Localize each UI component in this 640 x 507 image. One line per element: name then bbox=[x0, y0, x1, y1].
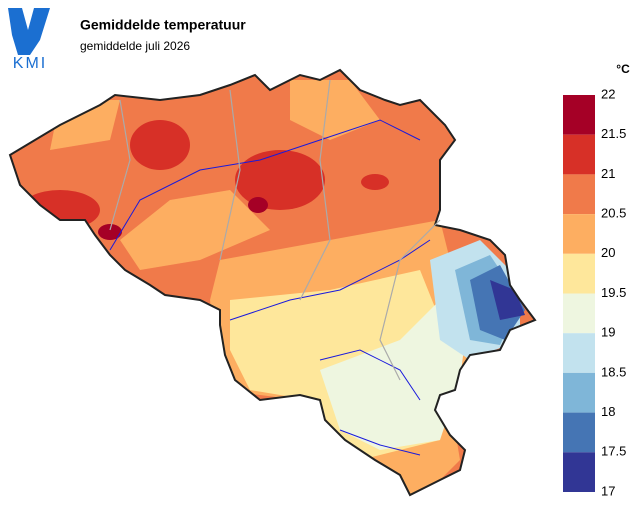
province-borders bbox=[109, 79, 441, 381]
legend-tick-label: 19 bbox=[601, 325, 615, 340]
legend-tick-label: 19.5 bbox=[601, 285, 626, 300]
rivers bbox=[109, 119, 431, 456]
subtitle: gemiddelde juli 2026 bbox=[80, 39, 190, 53]
logo-text: KMI bbox=[13, 55, 47, 72]
legend-swatch bbox=[563, 293, 595, 334]
legend-tick-label: 18.5 bbox=[601, 364, 626, 379]
legend-swatch bbox=[563, 134, 595, 175]
legend-swatch bbox=[563, 214, 595, 254]
legend-tick-label: 20 bbox=[601, 245, 615, 260]
legend-tick-label: 20.5 bbox=[601, 206, 626, 221]
legend-swatch bbox=[563, 412, 595, 453]
legend-swatch bbox=[563, 174, 595, 215]
country-border bbox=[8, 68, 537, 497]
legend-unit: °C bbox=[616, 62, 630, 76]
legend-tick-label: 21.5 bbox=[601, 126, 626, 141]
legend-swatch bbox=[563, 372, 595, 413]
legend-tick-label: 17 bbox=[601, 483, 615, 498]
temperature-map bbox=[10, 70, 535, 495]
legend-swatch bbox=[563, 253, 595, 294]
title: Gemiddelde temperatuur bbox=[80, 17, 246, 33]
legend-swatch bbox=[563, 333, 595, 373]
logo: KMI bbox=[8, 8, 50, 72]
legend-tick-label: 21 bbox=[601, 166, 615, 181]
legend-tick-label: 18 bbox=[601, 404, 615, 419]
legend-swatch bbox=[563, 95, 595, 135]
color-legend: °C 22 21.5 21 20.5 20 19.5 19 18.5 18 17.5 17 bbox=[563, 62, 630, 498]
legend-tick-label: 22 bbox=[601, 86, 615, 101]
legend-tick-label: 17.5 bbox=[601, 444, 626, 459]
legend-swatch bbox=[563, 452, 595, 492]
